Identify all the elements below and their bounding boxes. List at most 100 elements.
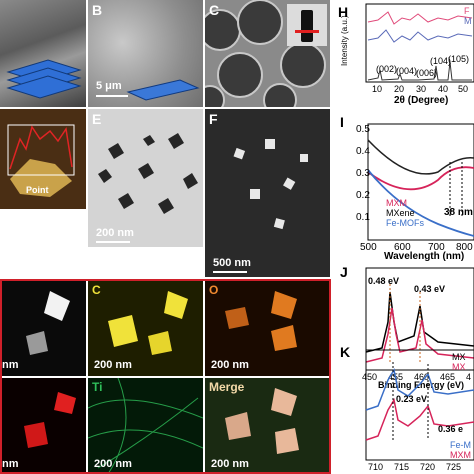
chart-k-plot: [365, 349, 474, 461]
legend-h-1: F: [464, 6, 470, 16]
legend-k-2: MXM: [450, 450, 471, 460]
h-tick-40: 40: [438, 84, 449, 94]
chart-j-plot: [365, 267, 474, 371]
legend-h-2: M: [464, 16, 472, 26]
oxygen-signal: [225, 291, 297, 351]
scale-bar-left-mid: nm: [2, 359, 19, 371]
chart-i: I 0.5 0.4 0.3 0.2 0.1 38 nm MXM MXene Fe…: [338, 112, 474, 262]
j-xtick-4: 4: [466, 372, 472, 382]
panel-label-i: I: [340, 114, 344, 130]
chart-j-xlabel: Binding Energy (eV): [378, 380, 465, 390]
scale-bar-o-label: 200 nm: [211, 359, 249, 371]
k-xtick-720: 720: [420, 462, 436, 472]
chart-j: J 0.48 eV 0.43 eV MX MX 450 455 460 465 …: [338, 262, 474, 390]
vial-inset: [287, 4, 327, 46]
chart-i-plot: [367, 123, 474, 241]
map-label-o: O: [209, 283, 219, 297]
i-xtick-700: 700: [428, 242, 445, 253]
scale-bar-b-label: 5 μm: [96, 80, 122, 92]
j-xtick-465: 465: [440, 372, 456, 382]
merge-signal: [225, 388, 299, 454]
panel-label-h: H: [338, 4, 349, 20]
eds-map-1-signal: [26, 291, 70, 355]
map-label-c: C: [92, 283, 101, 297]
h-tick-30: 30: [416, 84, 427, 94]
chart-h-ylabel: Intensity (a.u.): [340, 15, 349, 66]
scale-bar-left-bot: nm: [2, 458, 19, 470]
scale-bar-merge-label: 200 nm: [211, 458, 249, 470]
legend-mxene: MXene: [386, 208, 415, 218]
j-xtick-460: 460: [414, 372, 430, 382]
sem-layered-image-a: [0, 0, 86, 107]
chart-i-xlabel: Wavelength (nm): [384, 251, 465, 262]
scale-bar-ti-label: 200 nm: [94, 458, 132, 470]
scale-bar-f-label: 500 nm: [213, 257, 251, 269]
i-ytick-03: 0.3: [356, 168, 370, 179]
i-ytick-02: 0.2: [356, 190, 370, 201]
nanoparticles-e: [98, 133, 198, 214]
eds-map-2: nm: [0, 378, 86, 474]
chart-h-plot: [365, 3, 474, 83]
h-tick-20: 20: [394, 84, 405, 94]
map-label-merge: Merge: [209, 380, 245, 394]
eds-map-titanium: Ti 200 nm: [88, 378, 203, 474]
legend-j-1: MX: [452, 352, 466, 362]
legend-j-2: MX: [452, 362, 466, 372]
h-tick-10: 10: [372, 84, 383, 94]
sem-spheres-image-c: C: [205, 0, 330, 107]
afm-axis-label: Point: [26, 185, 49, 195]
i-xtick-600: 600: [394, 242, 411, 253]
chart-h-xlabel: 2θ (Degree): [394, 95, 449, 106]
tem-image-e: E 200 nm: [88, 109, 203, 247]
eds-map-carbon: C 200 nm: [88, 281, 203, 376]
i-ytick-05: 0.5: [356, 124, 370, 135]
chart-h: H Intensity (a.u.) (002) (004) (006) (10…: [338, 0, 474, 110]
j-xtick-450: 450: [362, 372, 378, 382]
i-xtick-500: 500: [360, 242, 377, 253]
annotation-043ev: 0.43 eV: [414, 284, 446, 294]
sphere-pattern: [205, 0, 326, 107]
h-tick-50: 50: [458, 84, 469, 94]
peak-002: (002): [376, 64, 398, 74]
panel-label-c: C: [209, 2, 220, 18]
chart-k: K 0.23 eV 0.36 e Fe-M MXM 710 715 720 72…: [338, 340, 474, 474]
eds-map-oxygen: O 200 nm: [205, 281, 330, 376]
annotation-023ev: 0.23 eV: [396, 394, 428, 404]
i-ytick-01: 0.1: [356, 212, 370, 223]
i-ytick-04: 0.4: [356, 146, 370, 157]
legend-k-1: Fe-M: [450, 440, 471, 450]
i-xtick-800: 800: [456, 242, 473, 253]
scale-bar-f: [213, 271, 247, 273]
titanium-signal: [88, 378, 203, 474]
eds-map-1: nm: [0, 281, 86, 376]
annotation-38nm: 38 nm: [444, 207, 473, 218]
panel-label-e: E: [92, 111, 102, 127]
k-xtick-715: 715: [394, 462, 410, 472]
peak-105: (105): [448, 54, 470, 64]
annotation-036ev: 0.36 e: [438, 424, 464, 434]
scale-bar-b: [96, 95, 128, 97]
legend-fe-mofs: Fe-MOFs: [386, 218, 424, 228]
scale-bar-e: [96, 241, 130, 243]
eds-map-2-signal: [24, 392, 76, 448]
scale-bar-e-label: 200 nm: [96, 227, 134, 239]
sheet-illustration: [126, 79, 200, 101]
panel-label-k: K: [340, 344, 351, 360]
scale-bar-c-label: 200 nm: [94, 359, 132, 371]
panel-label-j: J: [340, 264, 348, 280]
panel-label-b: B: [92, 2, 103, 18]
sem-image-b: B 5 μm: [88, 0, 203, 107]
carbon-signal: [108, 291, 188, 355]
afm-image-d: Point: [0, 109, 86, 209]
annotation-048ev: 0.48 eV: [368, 276, 400, 286]
eds-map-merge: Merge 200 nm: [205, 378, 330, 474]
peak-004: (004): [396, 66, 418, 76]
map-label-ti: Ti: [92, 380, 103, 394]
k-xtick-725: 725: [446, 462, 462, 472]
legend-mxm: MXM: [386, 198, 407, 208]
afm-height-profile: [7, 124, 75, 197]
panel-label-f: F: [209, 111, 218, 127]
k-xtick-710: 710: [368, 462, 384, 472]
tem-image-f: F 500 nm: [205, 109, 330, 277]
layered-stack-illustration: [6, 59, 82, 99]
